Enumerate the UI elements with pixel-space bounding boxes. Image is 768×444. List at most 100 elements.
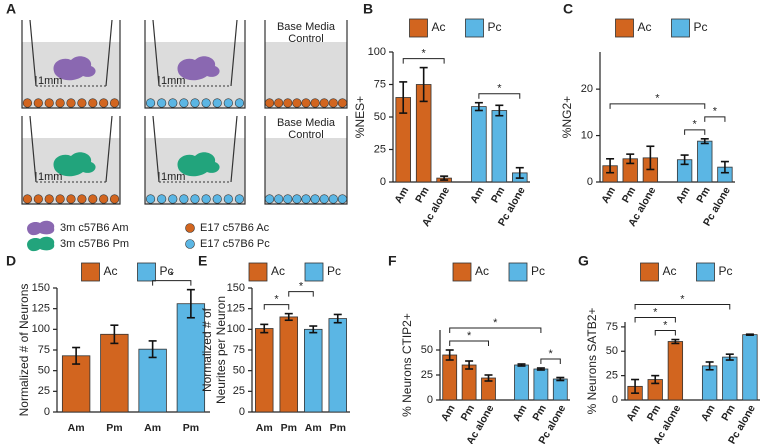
- bar: [461, 364, 477, 401]
- cell: [223, 98, 233, 108]
- significance-label: *: [653, 306, 658, 318]
- x-tick-label: Pm: [645, 403, 664, 423]
- y-tick-label: 0: [44, 406, 50, 418]
- legend-swatch: [615, 18, 634, 38]
- cell: [274, 194, 284, 204]
- legend-label: Pc: [694, 20, 708, 34]
- cell: [234, 98, 245, 108]
- well-medium: [265, 42, 347, 108]
- bar: [100, 333, 129, 413]
- bar: [471, 106, 487, 183]
- cell: [157, 98, 167, 108]
- cell: [22, 194, 33, 204]
- cell: [310, 194, 320, 204]
- cell: [77, 98, 87, 108]
- cell: [337, 194, 348, 204]
- cell: [99, 194, 109, 204]
- y-tick-label: 0: [427, 394, 433, 406]
- well-outline: [264, 20, 348, 109]
- legend-swatch: [304, 262, 324, 282]
- legend-cell: [185, 223, 195, 233]
- y-tick-label: 0: [380, 176, 386, 188]
- legend-swatch: [696, 262, 715, 282]
- y-tick-label: 75: [374, 78, 386, 90]
- x-tick-label: Am: [468, 185, 487, 206]
- legend-swatch: [409, 18, 428, 38]
- significance-bracket: [654, 330, 676, 336]
- x-tick-label: Pm: [620, 185, 639, 205]
- cell: [66, 194, 76, 204]
- panel-letter: A: [6, 1, 16, 17]
- significance-bracket: [449, 340, 490, 346]
- cell: [264, 98, 275, 108]
- cell: [292, 98, 302, 108]
- bar: [491, 110, 508, 183]
- cell: [201, 98, 211, 108]
- significance-label: *: [467, 330, 472, 342]
- legend-swatch: [81, 262, 100, 282]
- y-tick-label: 50: [606, 345, 618, 357]
- insert: [152, 115, 238, 183]
- cell: [337, 98, 348, 108]
- legend-swatch: [248, 262, 268, 282]
- insert: [29, 115, 113, 183]
- scale-label: 1mm: [161, 75, 185, 87]
- cell: [66, 98, 76, 108]
- legend-label: E17 c57B6 Ac: [200, 222, 270, 234]
- y-tick-label: 125: [32, 303, 50, 315]
- bar: [328, 318, 347, 413]
- well-outline: [21, 116, 121, 205]
- significance-bracket: [288, 291, 314, 297]
- legend-label: 3m c57B6 Am: [60, 222, 128, 234]
- x-tick-label: Am: [699, 403, 718, 424]
- cell: [55, 194, 65, 204]
- significance-label: *: [663, 319, 668, 331]
- legend-swatch: [452, 262, 472, 282]
- cell: [88, 194, 98, 204]
- insert: [152, 19, 238, 87]
- y-tick-label: 50: [374, 111, 386, 123]
- control-label: Control: [288, 129, 323, 141]
- cell: [328, 194, 338, 204]
- y-tick-label: 50: [38, 365, 50, 377]
- bar: [701, 365, 718, 401]
- y-tick-label: 20: [581, 83, 593, 95]
- x-tick-label: Pm: [183, 422, 199, 434]
- cell: [301, 98, 311, 108]
- legend-label: Pc: [719, 264, 733, 278]
- cell: [55, 98, 65, 108]
- cell: [319, 194, 329, 204]
- bar: [442, 354, 458, 401]
- panel-letter: G: [578, 253, 589, 269]
- cell: [145, 98, 156, 108]
- legend-swatch: [640, 262, 659, 282]
- significance-bracket: [449, 327, 542, 333]
- panel-letter: D: [6, 253, 16, 269]
- x-tick-label: Am: [144, 422, 161, 434]
- cell: [190, 98, 200, 108]
- significance-label: *: [299, 281, 304, 293]
- x-tick-label: Am: [68, 422, 85, 434]
- x-tick-label: Am: [305, 422, 322, 434]
- cell: [274, 98, 284, 108]
- bar: [279, 316, 298, 413]
- x-tick-label: Pm: [489, 185, 508, 205]
- significance-label: *: [693, 119, 698, 131]
- significance-bracket: [634, 304, 731, 310]
- y-tick-label: 25: [374, 143, 386, 155]
- y-tick-label: 75: [233, 344, 245, 356]
- significance-bracket: [152, 280, 192, 286]
- cell: [109, 194, 120, 204]
- significance-bracket: [540, 358, 561, 364]
- cell: [190, 194, 200, 204]
- cell: [157, 194, 167, 204]
- y-tick-label: 25: [38, 385, 50, 397]
- control-label: Control: [288, 33, 323, 45]
- x-tick-label: Am: [599, 185, 618, 206]
- y-tick-label: 100: [227, 323, 245, 335]
- cell: [201, 194, 211, 204]
- bar: [722, 356, 738, 401]
- legend-label: Ac: [432, 20, 446, 34]
- x-tick-label: Am: [392, 185, 411, 206]
- cell: [168, 194, 178, 204]
